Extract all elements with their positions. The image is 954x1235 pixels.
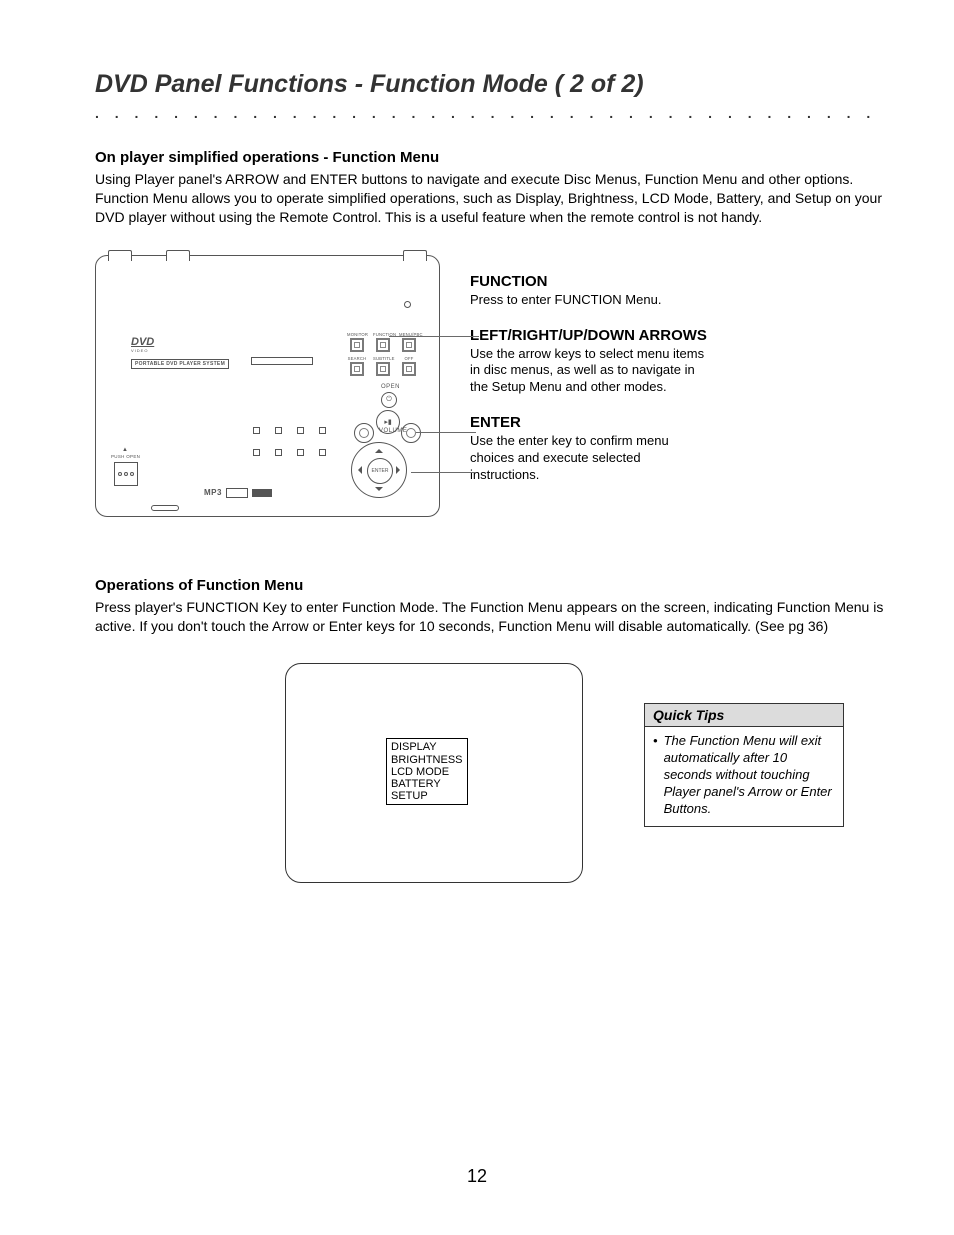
callout-column: FUNCTION Press to enter FUNCTION Menu. L…: [470, 255, 884, 517]
dotted-rule: . . . . . . . . . . . . . . . . . . . . …: [95, 105, 884, 121]
arrow-right-icon: [396, 466, 404, 474]
dts-badge: [252, 489, 272, 497]
callout-function: FUNCTION Press to enter FUNCTION Menu.: [470, 273, 884, 309]
callout-body: Press to enter FUNCTION Menu.: [470, 292, 710, 309]
search-button: [350, 362, 364, 376]
callout-body: Use the arrow keys to select menu items …: [470, 346, 710, 397]
operations-body: Press player's FUNCTION Key to enter Fun…: [95, 598, 884, 636]
quick-tips-heading: Quick Tips: [645, 704, 843, 727]
quick-tips-body: • The Function Menu will exit automatica…: [645, 727, 843, 825]
push-open-button: [114, 462, 138, 486]
function-menu-box: DISPLAY BRIGHTNESS LCD MODE BATTERY SETU…: [386, 738, 468, 804]
callout-body: Use the enter key to confirm menu choice…: [470, 433, 710, 484]
small-button: [275, 427, 282, 434]
leader-line: [411, 472, 476, 473]
open-label: OPEN: [381, 384, 400, 390]
arrow-up-icon: [375, 445, 383, 453]
menu-button: [402, 338, 416, 352]
mp3-badge: MP3: [204, 488, 222, 497]
dvd-logo: DVD: [131, 336, 154, 348]
small-button: [297, 449, 304, 456]
off-button: [402, 362, 416, 376]
leader-line: [389, 336, 479, 337]
callout-arrows: LEFT/RIGHT/UP/DOWN ARROWS Use the arrow …: [470, 327, 884, 397]
system-label: PORTABLE DVD PLAYER SYSTEM: [131, 359, 229, 369]
callout-title: FUNCTION: [470, 273, 884, 290]
lower-button-grid: [248, 424, 330, 460]
foot-slit: [151, 505, 179, 511]
hinge-tab: [166, 250, 190, 261]
codec-badges: MP3: [204, 488, 272, 498]
hinge-tab: [403, 250, 427, 261]
eject-icon: ▲: [122, 447, 128, 453]
tv-screen-diagram: DISPLAY BRIGHTNESS LCD MODE BATTERY SETU…: [285, 663, 583, 883]
quick-tips-item: The Function Menu will exit automaticall…: [664, 733, 835, 817]
small-button: [319, 427, 326, 434]
menu-item: BATTERY: [391, 778, 463, 790]
volume-knob: [401, 423, 421, 443]
left-rotary-knob: [354, 423, 374, 443]
enter-button: ENTER: [367, 458, 393, 484]
disc-slot: [251, 357, 313, 365]
arrow-left-icon: [354, 466, 362, 474]
direction-pad: ENTER: [351, 442, 407, 498]
quick-tips-box: Quick Tips • The Function Menu will exit…: [644, 703, 844, 826]
small-button: [319, 449, 326, 456]
callout-title: LEFT/RIGHT/UP/DOWN ARROWS: [470, 327, 884, 344]
dolby-badge: [226, 488, 248, 498]
subtitle-button: [376, 362, 390, 376]
menu-item: DISPLAY: [391, 741, 463, 753]
open-indicator: ⏻: [381, 392, 397, 408]
page-number: 12: [0, 1166, 954, 1187]
small-button: [253, 427, 260, 434]
bullet-icon: •: [653, 733, 658, 817]
callout-title: ENTER: [470, 414, 884, 431]
small-button: [253, 449, 260, 456]
device-panel-diagram: DVD VIDEO PORTABLE DVD PLAYER SYSTEM MON…: [95, 255, 440, 517]
operations-heading: Operations of Function Menu: [95, 577, 884, 594]
monitor-button: [350, 338, 364, 352]
menu-item: SETUP: [391, 790, 463, 802]
small-button: [275, 449, 282, 456]
small-button: [297, 427, 304, 434]
ir-sensor-icon: [404, 301, 411, 308]
dvd-logo-sub: VIDEO: [131, 348, 148, 353]
hinge-tab: [108, 250, 132, 261]
manual-page: DVD Panel Functions - Function Mode ( 2 …: [0, 0, 954, 1235]
push-open-label: PUSH OPEN: [111, 454, 140, 459]
device-and-callouts: DVD VIDEO PORTABLE DVD PLAYER SYSTEM MON…: [95, 255, 884, 517]
top-button-grid: MONITOR FUNCTION MENU/PBC SEARCH SUBTITL…: [347, 332, 419, 376]
function-button: [376, 338, 390, 352]
arrow-down-icon: [375, 487, 383, 495]
menu-item: BRIGHTNESS: [391, 754, 463, 766]
menu-item: LCD MODE: [391, 766, 463, 778]
callout-enter: ENTER Use the enter key to confirm menu …: [470, 414, 884, 484]
page-title: DVD Panel Functions - Function Mode ( 2 …: [95, 70, 884, 99]
intro-heading: On player simplified operations - Functi…: [95, 149, 884, 166]
intro-body: Using Player panel's ARROW and ENTER but…: [95, 170, 884, 227]
screen-and-tips-row: DISPLAY BRIGHTNESS LCD MODE BATTERY SETU…: [95, 663, 884, 903]
leader-line: [416, 432, 476, 433]
